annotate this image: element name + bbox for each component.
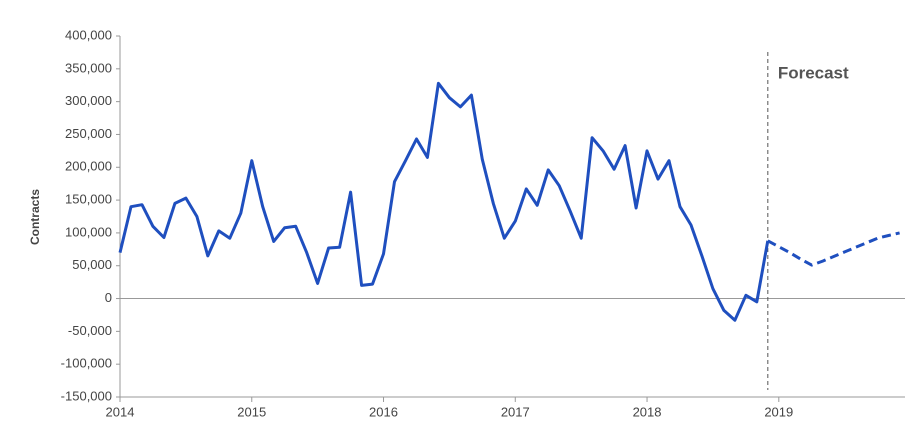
y-tick-label: -150,000 — [61, 388, 112, 403]
y-tick-label: 100,000 — [65, 224, 112, 239]
y-tick-label: 150,000 — [65, 192, 112, 207]
y-tick-label: -50,000 — [68, 323, 112, 338]
x-tick-label: 2018 — [633, 404, 662, 419]
y-axis-title: Contracts — [28, 189, 42, 245]
x-tick-label: 2017 — [501, 404, 530, 419]
y-tick-label: -100,000 — [61, 356, 112, 371]
y-tick-label: 400,000 — [65, 27, 112, 42]
annotation: Forecast — [778, 63, 849, 82]
y-tick-label: 350,000 — [65, 60, 112, 75]
x-tick-label: 2019 — [764, 404, 793, 419]
x-tick-label: 2016 — [369, 404, 398, 419]
y-tick-label: 0 — [105, 290, 112, 305]
x-tick-label: 2015 — [237, 404, 266, 419]
x-tick-label: 2014 — [106, 404, 135, 419]
y-tick-label: 300,000 — [65, 93, 112, 108]
line-series — [767, 231, 900, 267]
y-tick-label: 250,000 — [65, 126, 112, 141]
y-tick-label: 50,000 — [72, 257, 112, 272]
line-series — [118, 81, 770, 322]
y-tick-label: 200,000 — [65, 159, 112, 174]
